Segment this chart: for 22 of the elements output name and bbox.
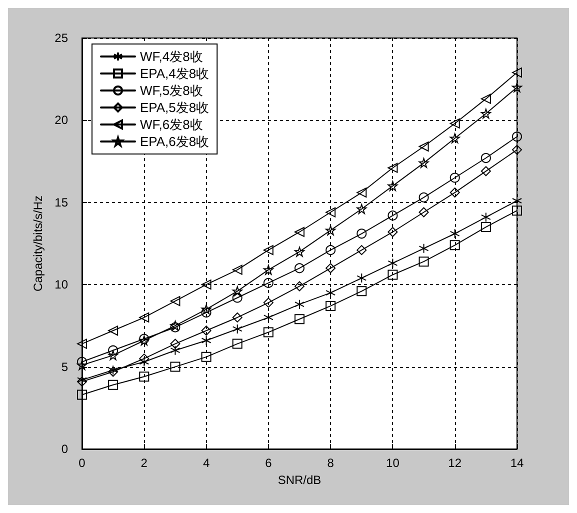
legend-label: EPA,5发8收 [140, 100, 210, 115]
x-tick-label: 8 [327, 456, 334, 470]
legend-label: WF,5发8收 [140, 83, 203, 98]
y-tick-label: 5 [61, 360, 68, 374]
legend-label: EPA,6发8收 [140, 134, 210, 149]
x-tick-label: 0 [78, 456, 86, 470]
y-tick-label: 20 [54, 113, 68, 128]
y-tick-label: 15 [54, 195, 68, 210]
legend-label: EPA,4发8收 [140, 66, 210, 81]
x-axis-title: SNR/dB [278, 472, 322, 487]
y-tick-label: 10 [54, 278, 68, 292]
y-tick-label: 0 [61, 442, 68, 456]
x-tick-label: 14 [510, 456, 524, 470]
x-tick-label: 6 [265, 456, 272, 470]
y-axis-title: Capacity/bits/s/Hz [30, 195, 45, 292]
y-tick-label: 25 [54, 31, 68, 45]
x-tick-label: 4 [202, 456, 210, 470]
x-tick-label: 12 [448, 456, 462, 470]
x-tick-label: 10 [386, 456, 400, 470]
x-tick-label: 2 [140, 456, 148, 470]
legend-label: WF,4发8收 [140, 49, 203, 64]
legend-label: WF,6发8收 [140, 117, 203, 132]
